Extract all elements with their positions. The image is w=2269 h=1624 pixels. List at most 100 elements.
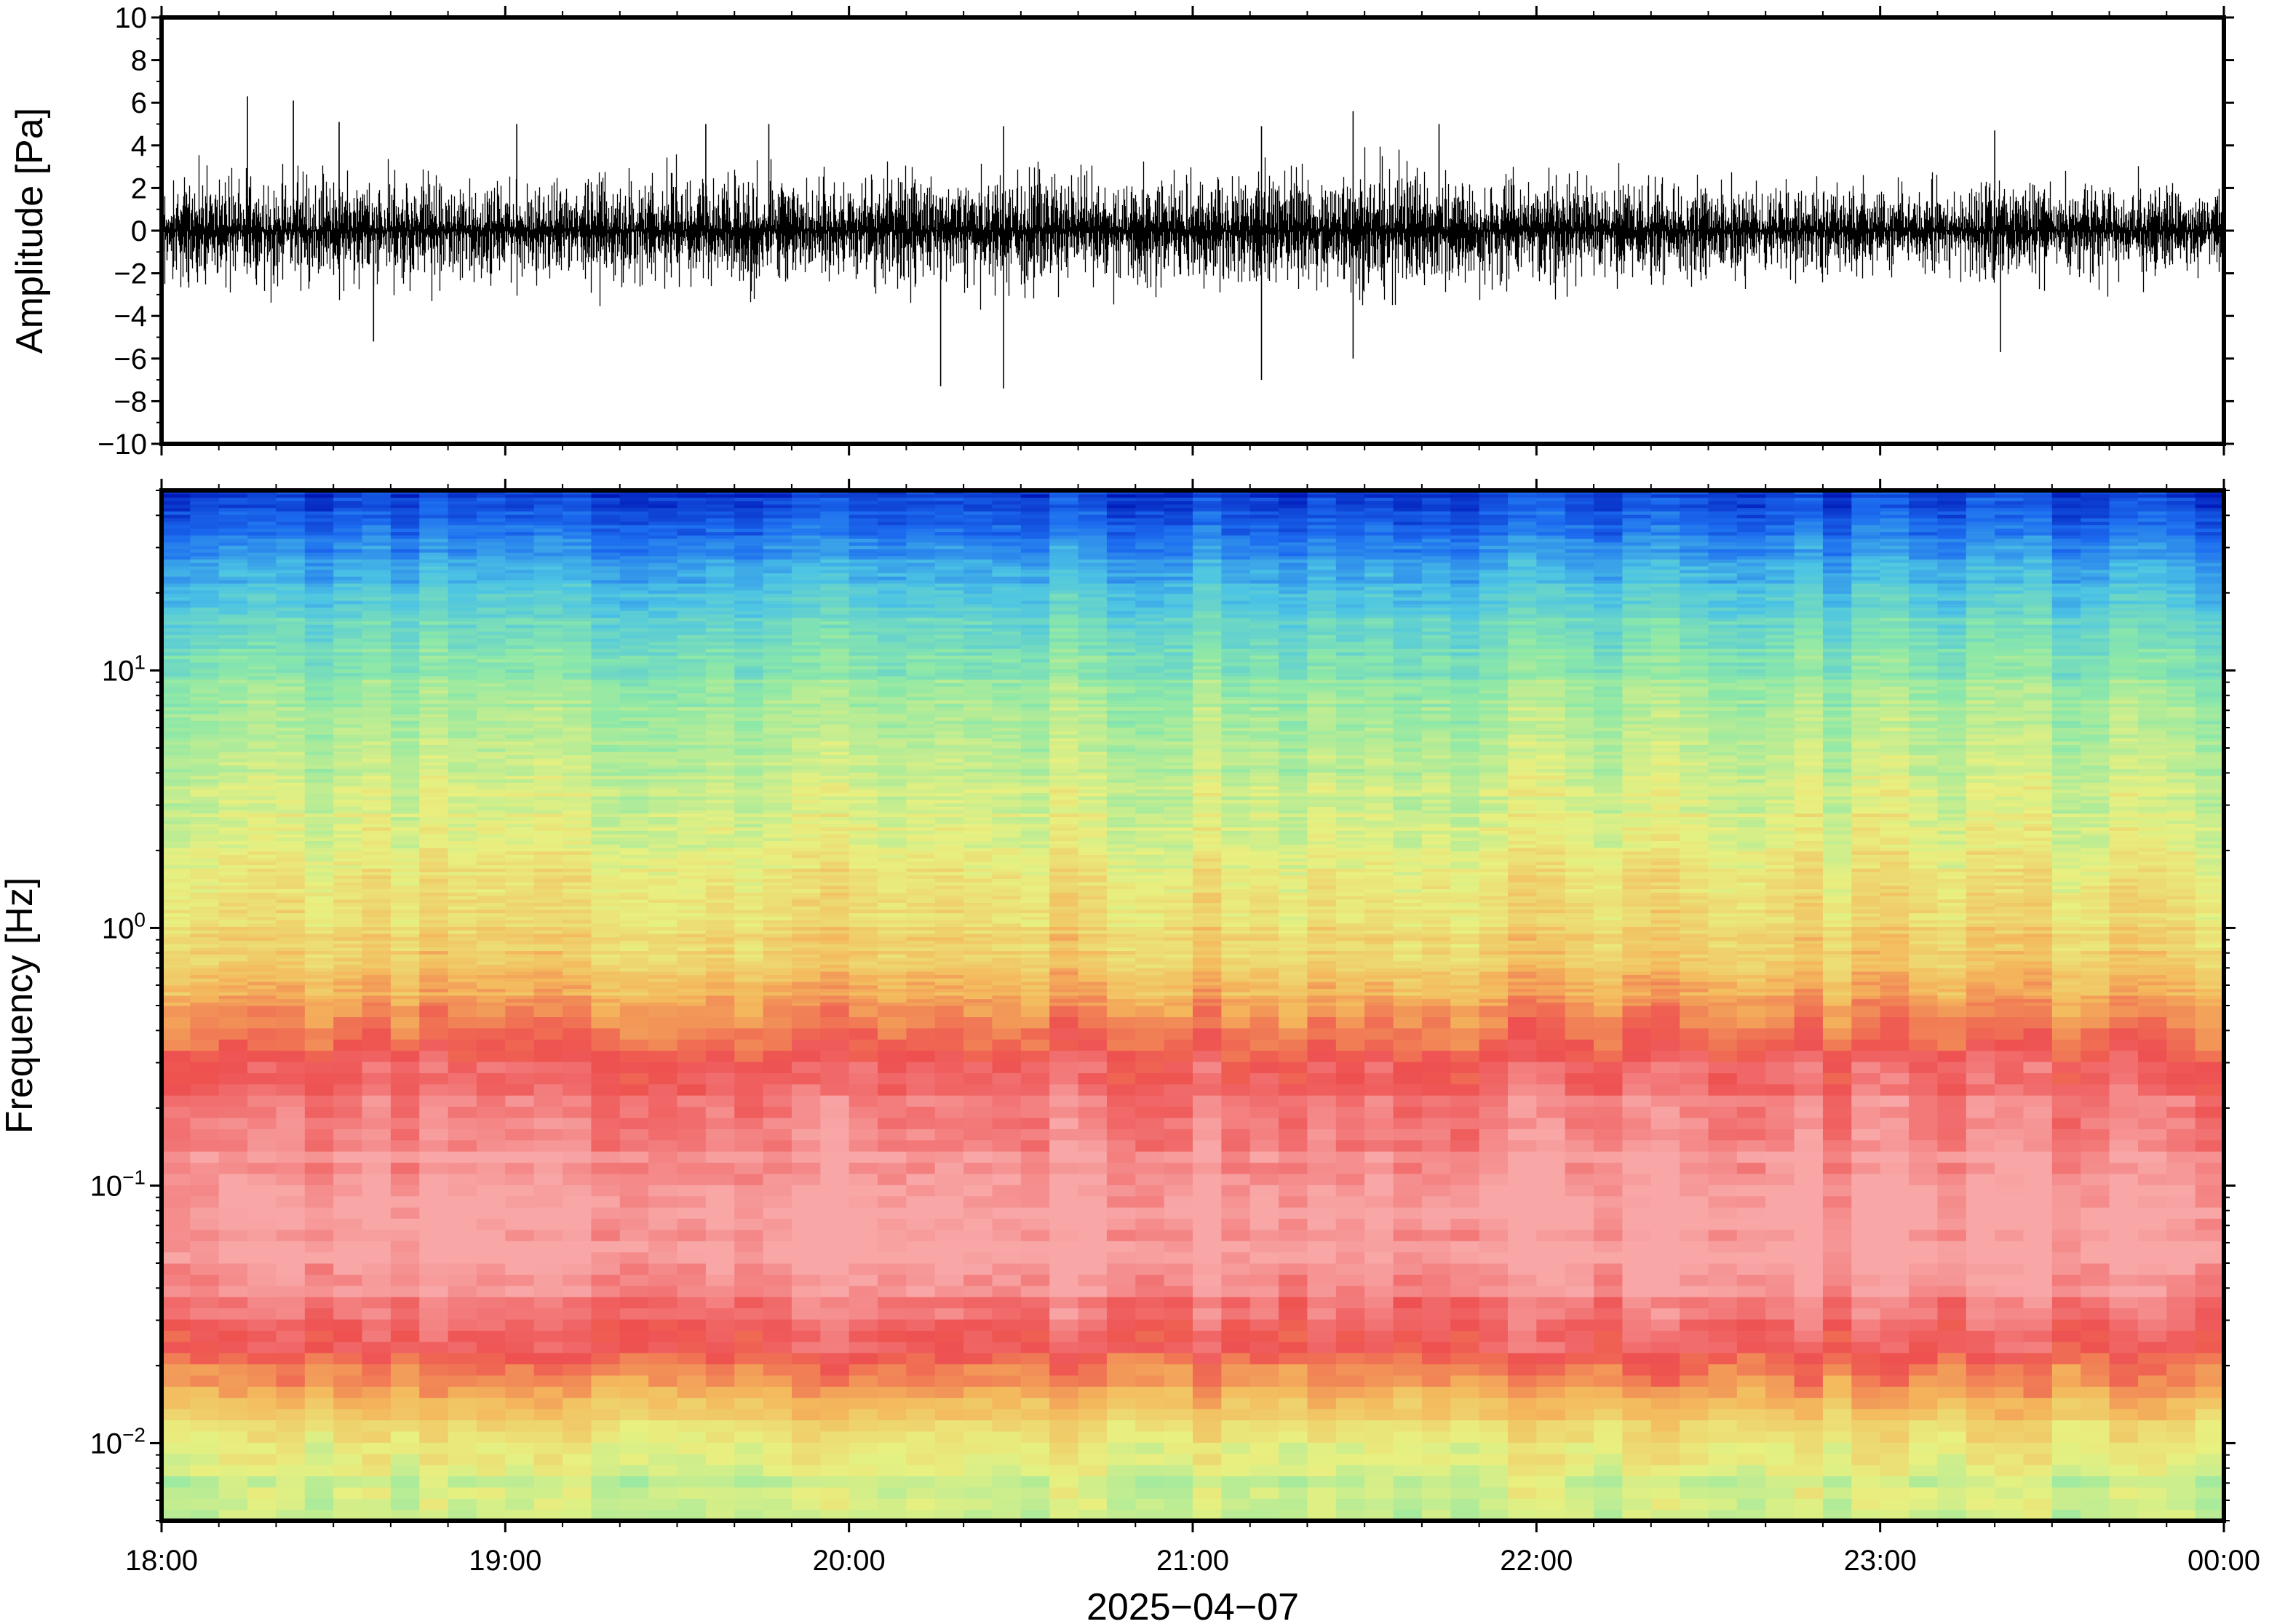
spectrogram-cell <box>2023 1364 2053 1376</box>
spectrogram-cell <box>1221 940 1251 944</box>
spectrogram-cell <box>1164 1218 1193 1230</box>
spectrogram-cell <box>1279 944 1308 948</box>
spectrogram-cell <box>849 1318 878 1331</box>
spectrogram-cell <box>1565 1039 1594 1051</box>
spectrogram-cell <box>1851 1285 1881 1297</box>
spectrogram-cell <box>419 1453 449 1465</box>
spectrogram-cell <box>992 944 1022 948</box>
spectrogram-cell <box>1335 998 1365 1003</box>
spectrogram-cell <box>820 1341 850 1353</box>
spectrogram-cell <box>648 1453 678 1465</box>
spectrogram-cell <box>476 1486 506 1499</box>
spectrogram-cell <box>476 940 506 944</box>
spectrogram-cell <box>1106 936 1136 941</box>
spectrogram-cell <box>677 1095 707 1107</box>
spectrogram-cell <box>1822 1151 1852 1163</box>
spectrogram-cell <box>1909 1476 1938 1488</box>
spectrogram-cell <box>1393 1218 1423 1230</box>
spectrogram-cell <box>162 1353 191 1365</box>
spectrogram-cell <box>1622 957 1652 962</box>
spectrogram-cell <box>1650 1251 1680 1264</box>
spectrogram-cell <box>1164 1195 1193 1208</box>
spectrogram-cell <box>1937 933 1967 938</box>
spectrogram-cell <box>2023 1185 2053 1197</box>
spectrogram-cell <box>276 988 306 992</box>
spectrogram-cell <box>2023 1129 2053 1141</box>
spectrogram-cell <box>677 957 707 962</box>
spectrogram-cell <box>878 964 907 968</box>
spectrogram-cell <box>2023 1173 2053 1185</box>
spectrogram-cell <box>1249 964 1279 968</box>
spectrogram-cell <box>505 968 535 972</box>
spectrogram-cell <box>934 988 964 992</box>
spectrogram-cell <box>533 1139 563 1152</box>
spectrogram-cell <box>849 1341 878 1353</box>
spectrogram-cell <box>1594 1173 1624 1185</box>
spectrogram-cell <box>162 984 191 989</box>
spectrogram-cell <box>1421 1039 1451 1051</box>
spectrogram-cell <box>2081 1285 2110 1297</box>
spectrogram-cell <box>878 1330 907 1342</box>
spectrogram-cell <box>1966 1498 1995 1510</box>
spectrogram-cell <box>505 1006 535 1017</box>
spectrogram-cell <box>791 1453 821 1465</box>
spectrogram-cell <box>1966 1106 1995 1118</box>
spectrogram-cell <box>1880 954 1910 958</box>
spectrogram-cell <box>906 971 936 976</box>
spectrogram-cell <box>1020 988 1050 992</box>
spectrogram-cell <box>2195 1061 2224 1073</box>
spectrogram-cell <box>1565 1139 1594 1152</box>
spectrogram-cell <box>1765 1486 1795 1499</box>
spectrogram-cell <box>791 988 821 992</box>
spectrogram-cell <box>1364 1207 1394 1219</box>
spectrogram-cell <box>677 1218 707 1230</box>
spectrogram-cell <box>934 1285 964 1297</box>
spectrogram-cell <box>763 954 792 958</box>
spectrogram-cell <box>1335 1476 1365 1488</box>
spectrogram-cell <box>505 964 535 968</box>
spectrogram-cell <box>1536 1162 1566 1174</box>
spectrogram-cell <box>2137 1016 2167 1029</box>
spectrogram-cell <box>906 1409 936 1421</box>
spectrogram-cell <box>677 1072 707 1085</box>
spectrogram-cell <box>362 1285 392 1297</box>
spectrogram-cell <box>1193 1386 1222 1398</box>
spectrogram-cell <box>563 1374 592 1387</box>
spectrogram-cell <box>218 1465 248 1477</box>
spectrogram-cell <box>1765 1285 1795 1297</box>
spectrogram-cell <box>1106 957 1136 962</box>
spectrogram-cell <box>333 1251 363 1264</box>
spectrogram-cell <box>677 1251 707 1264</box>
spectrogram-cell <box>1880 1509 1910 1521</box>
spectrogram-cell <box>1909 1218 1938 1230</box>
spectrogram-cell <box>476 1509 506 1521</box>
waveform-y-tick-label: 2 <box>131 172 147 204</box>
spectrogram-cell <box>763 968 792 972</box>
spectrogram-cell <box>878 1274 907 1286</box>
spectrogram-cell <box>1106 1297 1136 1309</box>
spectrogram-cell <box>1680 1139 1709 1152</box>
spectrogram-cell <box>1020 1274 1050 1286</box>
spectrogram-cell <box>791 1430 821 1443</box>
spectrogram-cell <box>791 978 821 982</box>
spectrogram-cell <box>1822 1173 1852 1185</box>
spectrogram-cell <box>1708 1486 1738 1499</box>
spectrogram-cell <box>1020 1207 1050 1219</box>
spectrogram-cell <box>1937 1318 1967 1331</box>
spectrogram-cell <box>2109 944 2139 948</box>
spectrogram-cell <box>906 957 936 962</box>
spectrogram-cell <box>362 1318 392 1331</box>
spectrogram-cell <box>1135 1241 1165 1253</box>
spectrogram-cell <box>1249 998 1279 1003</box>
spectrogram-cell <box>1794 1006 1824 1017</box>
spectrogram-cell <box>1049 1353 1079 1365</box>
spectrogram-cell <box>1794 1442 1824 1454</box>
spectrogram-cell <box>734 1151 764 1163</box>
spectrogram-cell <box>1221 1117 1251 1129</box>
spectrogram-cell <box>390 950 420 955</box>
spectrogram-cell <box>1680 936 1709 941</box>
spectrogram-cell <box>390 1374 420 1387</box>
spectrogram-cell <box>934 950 964 955</box>
spectrogram-cell <box>963 971 993 976</box>
spectrogram-cell <box>1937 1229 1967 1241</box>
